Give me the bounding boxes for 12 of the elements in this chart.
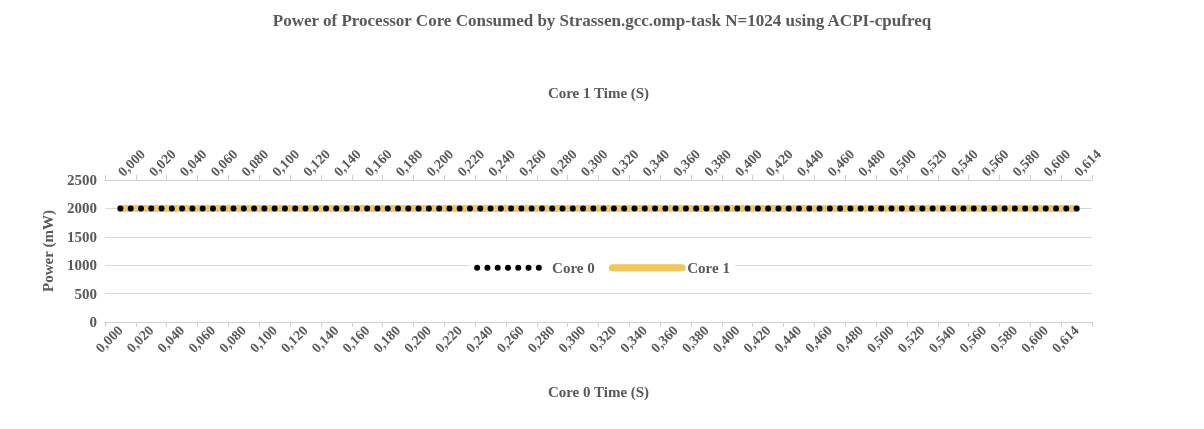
y-tick-label: 500 <box>74 285 97 302</box>
legend-label: Core 0 <box>552 259 595 276</box>
y-tick-label: 0 <box>89 314 97 330</box>
y-tick-label: 1500 <box>67 228 97 245</box>
y-tick-label: 2000 <box>67 200 97 217</box>
y-axis-title: Power (mW) <box>39 210 57 292</box>
x2-axis-title: Core 1 Time (S) <box>547 84 650 102</box>
chart-title: Power of Processor Core Consumed by Strassen.gcc.omp-task N=1024 using ACPI-cpufreq <box>271 10 933 32</box>
legend-label: Core 1 <box>687 259 730 276</box>
y-tick-label: 2500 <box>67 172 97 188</box>
y-tick-label: 1000 <box>67 257 97 274</box>
x-axis-title: Core 0 Time (S) <box>547 383 650 401</box>
